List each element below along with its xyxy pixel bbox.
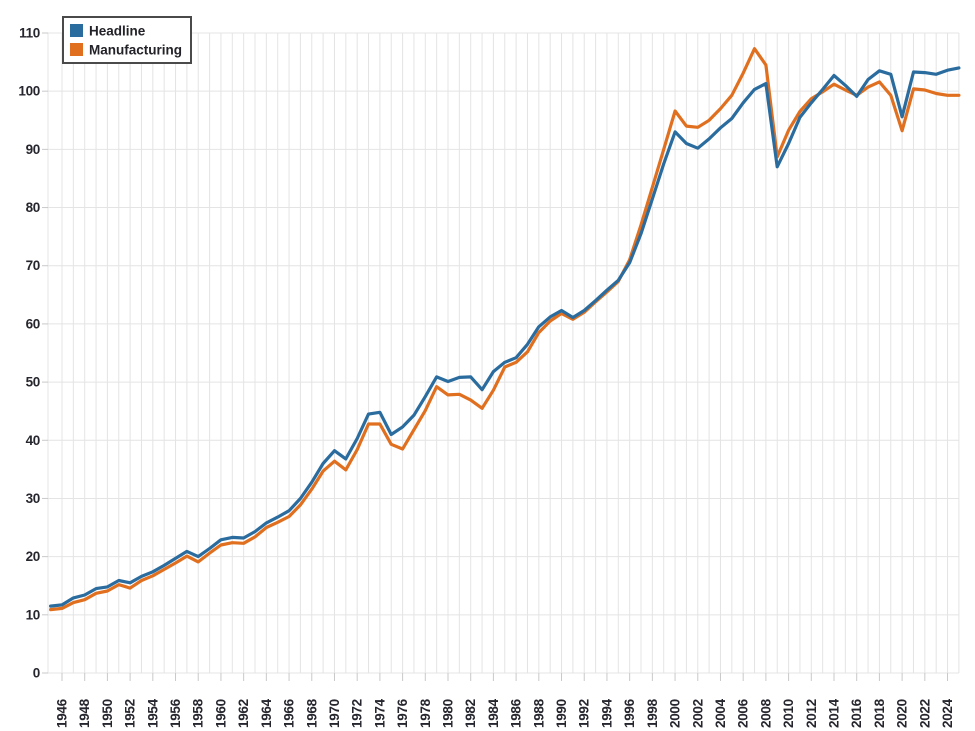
x-tick-label: 1958 bbox=[191, 698, 206, 728]
x-tick-label: 2024 bbox=[940, 698, 955, 728]
x-tick-label: 2014 bbox=[827, 698, 842, 728]
legend-box: Headline Manufacturing bbox=[62, 16, 192, 64]
x-tick-label: 2018 bbox=[872, 698, 887, 728]
y-tick-label: 90 bbox=[26, 142, 40, 157]
x-tick-label: 1990 bbox=[554, 699, 569, 728]
x-tick-label: 2006 bbox=[736, 698, 751, 728]
x-tick-label: 1974 bbox=[372, 698, 387, 728]
x-tick-label: 1982 bbox=[463, 699, 478, 728]
x-tick-label: 1960 bbox=[213, 699, 228, 728]
legend-label-manufacturing: Manufacturing bbox=[89, 43, 182, 58]
x-tick-label: 1972 bbox=[350, 699, 365, 728]
x-tick-label: 1952 bbox=[123, 699, 138, 728]
x-tick-label: 1948 bbox=[77, 698, 92, 728]
x-tick-label: 1950 bbox=[100, 699, 115, 728]
x-tick-label: 2012 bbox=[804, 699, 819, 728]
legend-border bbox=[62, 16, 192, 64]
y-tick-label: 70 bbox=[26, 258, 40, 273]
y-tick-label: 80 bbox=[26, 200, 40, 215]
x-tick-label: 2010 bbox=[781, 699, 796, 728]
series-line-manufacturing[interactable] bbox=[48, 47, 961, 612]
x-tick-label: 1998 bbox=[645, 698, 660, 728]
x-tick-label: 2016 bbox=[849, 698, 864, 728]
gridlines bbox=[47, 32, 960, 674]
y-tick-label: 100 bbox=[18, 84, 40, 99]
legend-item-headline[interactable]: Headline bbox=[70, 24, 146, 39]
y-tick-label: 10 bbox=[26, 607, 40, 622]
series-lines[interactable] bbox=[48, 47, 961, 612]
x-axis-labels: 1946 1948 1950 1952 1954 1956 1958 1960 1962 1964… bbox=[55, 698, 956, 728]
legend-item-manufacturing[interactable]: Manufacturing bbox=[70, 43, 182, 58]
headline-swatch-icon bbox=[70, 24, 83, 37]
y-axis-labels: 0 10 20 30 40 50 60 70 80 90 100 110 bbox=[18, 26, 40, 681]
x-tick-label: 2004 bbox=[713, 698, 728, 728]
x-tick-label: 2022 bbox=[917, 699, 932, 728]
y-tick-label: 0 bbox=[33, 666, 40, 681]
x-tick-label: 1980 bbox=[441, 699, 456, 728]
x-tick-label: 1988 bbox=[531, 698, 546, 728]
y-tick-label: 110 bbox=[19, 26, 40, 41]
y-tick-label: 50 bbox=[26, 375, 40, 390]
x-tick-label: 1962 bbox=[236, 699, 251, 728]
x-tick-label: 1984 bbox=[486, 698, 501, 728]
x-tick-label: 1964 bbox=[259, 698, 274, 728]
x-tick-label: 1970 bbox=[327, 699, 342, 728]
x-tick-label: 2000 bbox=[668, 699, 683, 728]
x-tick-label: 1976 bbox=[395, 698, 410, 728]
x-tick-label: 2002 bbox=[690, 699, 705, 728]
x-tick-label: 1996 bbox=[622, 698, 637, 728]
x-tick-label: 1956 bbox=[168, 698, 183, 728]
x-tick-label: 1978 bbox=[418, 698, 433, 728]
x-tick-label: 2020 bbox=[895, 699, 910, 728]
series-line-headline[interactable] bbox=[48, 66, 961, 608]
axis-ticks bbox=[42, 32, 949, 681]
y-tick-label: 40 bbox=[26, 433, 40, 448]
x-tick-label: 1954 bbox=[145, 698, 160, 728]
y-tick-label: 30 bbox=[26, 491, 40, 506]
x-tick-label: 1968 bbox=[304, 698, 319, 728]
y-tick-label: 20 bbox=[26, 549, 40, 564]
x-tick-label: 2008 bbox=[758, 698, 773, 728]
manufacturing-swatch-icon bbox=[70, 43, 83, 56]
legend-label-headline: Headline bbox=[89, 24, 146, 39]
x-tick-label: 1992 bbox=[577, 699, 592, 728]
x-tick-label: 1946 bbox=[55, 698, 70, 728]
x-tick-label: 1966 bbox=[282, 698, 297, 728]
x-tick-label: 1994 bbox=[599, 698, 614, 728]
y-tick-label: 60 bbox=[26, 316, 40, 331]
x-tick-label: 1986 bbox=[509, 698, 524, 728]
